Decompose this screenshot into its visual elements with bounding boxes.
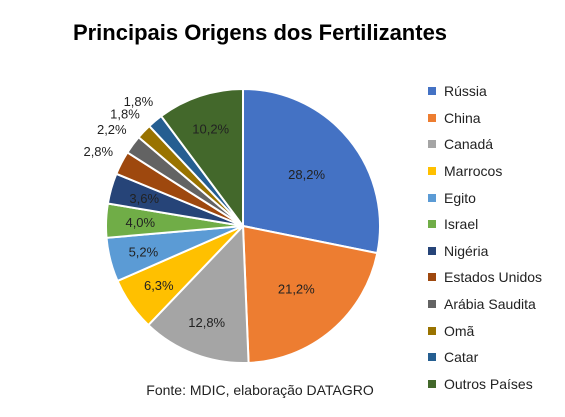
legend-swatch: [428, 379, 436, 388]
legend-item-arabia-saudita: Arábia Saudita: [428, 291, 542, 318]
legend-item-nigeria: Nigéria: [428, 238, 542, 265]
legend-label: Israel: [444, 216, 479, 233]
data-label-marrocos: 6,3%: [144, 278, 174, 293]
source-note: Fonte: MDIC, elaboração DATAGRO: [146, 382, 374, 398]
pie-slice-russia: [242, 87, 381, 255]
legend-item-israel: Israel: [428, 211, 542, 238]
data-label-nigeria: 3,6%: [129, 191, 159, 206]
pie-chart: 28,2%21,2%12,8%6,3%5,2%4,0%3,6%2,8%2,2%1…: [83, 87, 381, 364]
data-label-arabia-saudita: 2,2%: [97, 122, 127, 137]
legend-swatch: [428, 87, 436, 96]
data-label-oma: 1,8%: [110, 107, 140, 122]
legend-label: China: [444, 109, 481, 126]
legend-item-estados-unidos: Estados Unidos: [428, 264, 542, 291]
legend-item-catar: Catar: [428, 344, 542, 371]
legend-swatch: [428, 167, 436, 176]
legend-label: Arábia Saudita: [444, 296, 536, 313]
data-label-outros-paises: 10,2%: [192, 122, 229, 137]
chart-title: Principais Origens dos Fertilizantes: [72, 20, 448, 45]
data-label-china: 21,2%: [278, 282, 315, 297]
legend-label: Omã: [444, 322, 475, 339]
pie-slice-china: [241, 224, 379, 364]
legend-swatch: [428, 193, 436, 202]
legend-swatch: [428, 353, 436, 362]
legend-label: Rússia: [444, 83, 487, 100]
legend-item-russia: Rússia: [428, 78, 542, 105]
legend-label: Catar: [444, 349, 479, 366]
legend-label: Canadá: [444, 136, 494, 153]
data-label-canada: 12,8%: [188, 315, 225, 330]
legend-label: Egito: [444, 189, 476, 206]
pie-slice-canada: [146, 223, 250, 364]
legend-swatch: [428, 140, 436, 149]
data-label-israel: 4,0%: [125, 215, 155, 230]
legend-swatch: [428, 273, 436, 282]
data-label-egito: 5,2%: [129, 244, 159, 259]
pie-slices: [105, 87, 381, 364]
legend-label: Nigéria: [444, 242, 489, 259]
legend-item-outros-paises: Outros Países: [428, 371, 542, 398]
legend-swatch: [428, 220, 436, 229]
legend-label: Outros Países: [444, 375, 533, 392]
legend-label: Estados Unidos: [444, 269, 543, 286]
legend-swatch: [428, 246, 436, 255]
data-label-estados-unidos: 2,8%: [83, 144, 113, 159]
legend-item-egito: Egito: [428, 184, 542, 211]
legend-item-canada: Canadá: [428, 131, 542, 158]
legend-swatch: [428, 113, 436, 122]
legend-label: Marrocos: [444, 163, 503, 180]
chart-legend: Rússia China Canadá Marrocos Egito Israel Nigé…: [428, 78, 542, 397]
data-label-catar: 1,8%: [124, 94, 154, 109]
legend-item-oma: Omã: [428, 317, 542, 344]
pie-slice-outros-paises: [159, 87, 244, 230]
legend-item-china: China: [428, 105, 542, 132]
legend-swatch: [428, 300, 436, 309]
legend-item-marrocos: Marrocos: [428, 158, 542, 185]
pie-data-labels: 28,2%21,2%12,8%6,3%5,2%4,0%3,6%2,8%2,2%1…: [83, 94, 325, 330]
legend-swatch: [428, 326, 436, 335]
data-label-russia: 28,2%: [288, 167, 325, 182]
